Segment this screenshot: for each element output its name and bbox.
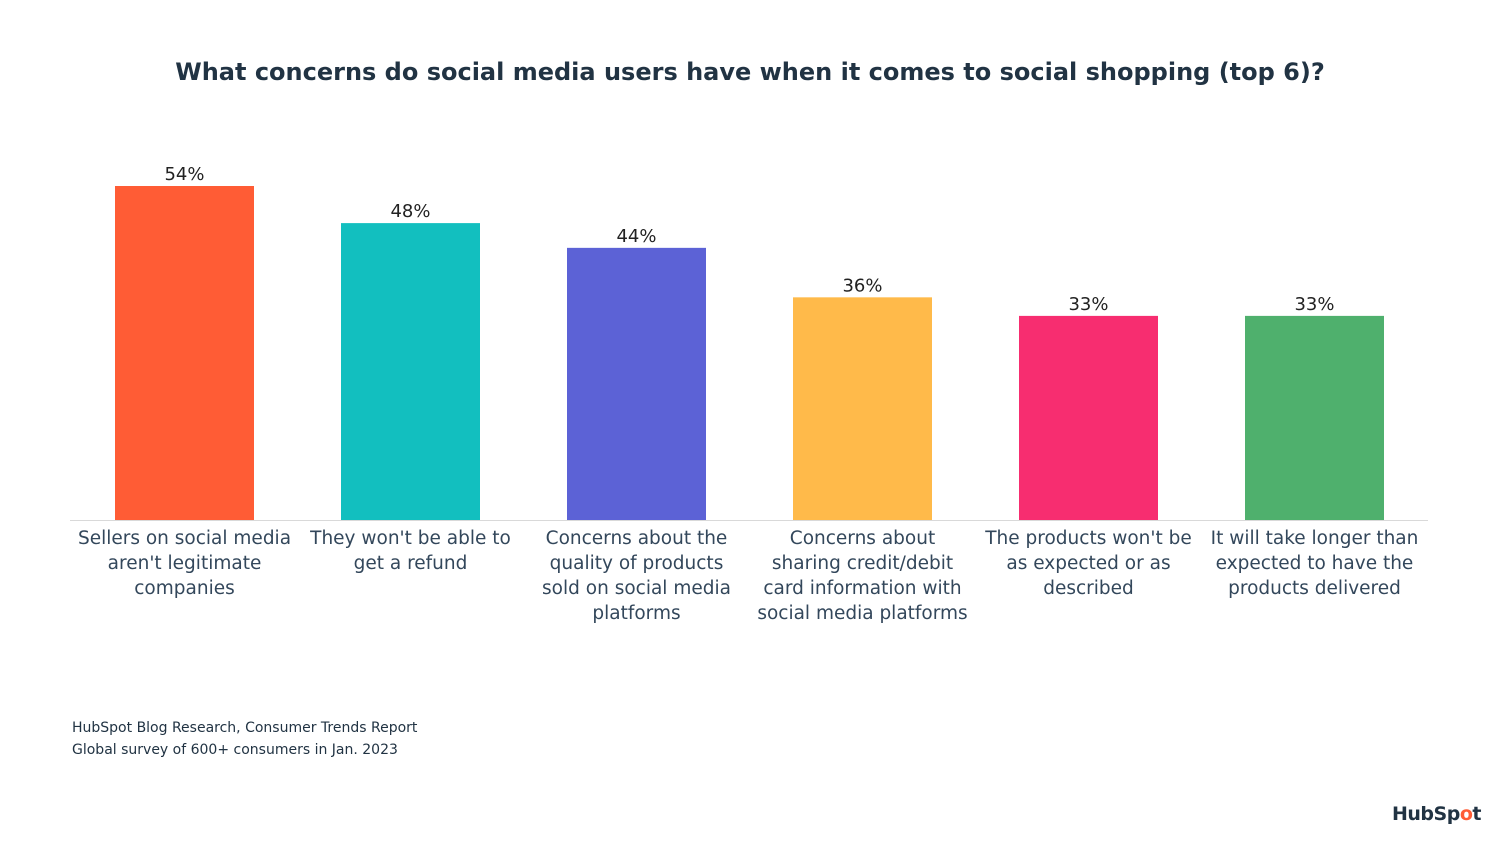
bar: [793, 297, 932, 520]
category-label: It will take longer than expected to have…: [1202, 526, 1428, 601]
source-line-2: Global survey of 600+ consumers in Jan. …: [72, 742, 398, 758]
category-label-line: aren't legitimate: [107, 553, 262, 574]
bar: [115, 186, 254, 520]
bar: [1019, 315, 1158, 520]
category-label-line: quality of products: [549, 553, 724, 574]
category-label-line: Sellers on social media: [77, 528, 292, 549]
category-label-line: as expected or as: [1006, 553, 1171, 574]
data-label: 44%: [616, 226, 656, 247]
bar: [341, 223, 480, 520]
category-label-line: It will take longer than: [1210, 528, 1419, 549]
chart-title: What concerns do social media users have…: [175, 58, 1325, 86]
category-label: Concerns about sharing credit/debit card i…: [750, 526, 976, 626]
category-label-line: They won't be able to: [310, 528, 511, 549]
category-label-line: companies: [134, 578, 235, 599]
category-label-line: sold on social media: [542, 578, 731, 599]
category-label-line: described: [1043, 578, 1134, 599]
data-label: 33%: [1294, 294, 1334, 315]
category-label: Concerns about the quality of products sol…: [524, 526, 750, 626]
category-label-line: platforms: [592, 603, 681, 624]
data-label: 33%: [1068, 294, 1108, 315]
category-label-line: The products won't be: [985, 528, 1192, 549]
category-label-line: card information with: [763, 578, 962, 599]
data-label: 36%: [842, 275, 882, 296]
category-label: The products won't be as expected or as de…: [976, 526, 1202, 601]
source-line-1: HubSpot Blog Research, Consumer Trends R…: [72, 720, 418, 736]
category-label-line: products delivered: [1228, 578, 1401, 599]
category-label: Sellers on social media aren't legitimate…: [72, 526, 298, 601]
category-label-line: get a refund: [353, 553, 468, 574]
data-label: 54%: [164, 164, 204, 185]
bar: [1245, 315, 1384, 520]
bar: [567, 247, 706, 520]
category-label-line: Concerns about the: [545, 528, 728, 549]
category-label-line: social media platforms: [757, 603, 968, 624]
category-label-line: expected to have the: [1215, 553, 1414, 574]
data-label: 48%: [390, 201, 430, 222]
hubspot-logo: HubSpot: [1392, 803, 1481, 825]
category-label: They won't be able to get a refund: [298, 526, 524, 576]
category-label-line: sharing credit/debit: [771, 553, 954, 574]
category-label-line: Concerns about: [789, 528, 936, 549]
